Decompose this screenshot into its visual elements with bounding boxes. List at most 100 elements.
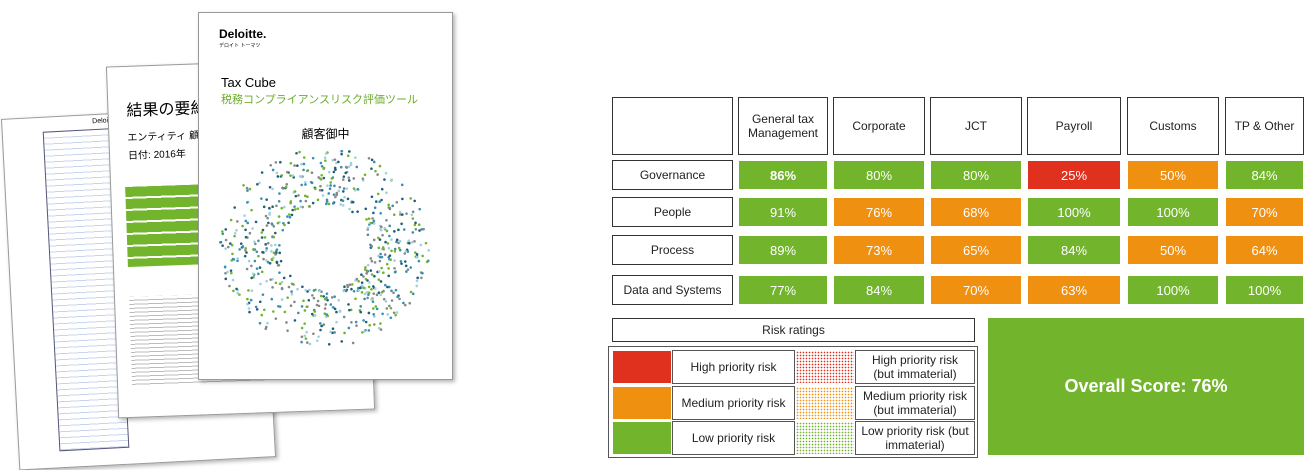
dot	[379, 212, 383, 215]
dot	[290, 292, 294, 296]
dot	[224, 271, 227, 275]
dot	[378, 238, 382, 241]
dot	[373, 274, 376, 278]
dot	[367, 329, 371, 332]
dot	[312, 289, 316, 292]
dot	[269, 278, 272, 281]
dot	[250, 264, 253, 268]
dot	[272, 225, 276, 228]
dot	[360, 273, 363, 276]
dot	[384, 240, 387, 244]
dot	[356, 210, 359, 213]
dot	[258, 181, 261, 185]
dot	[319, 328, 322, 332]
dot	[268, 261, 272, 265]
column-header: Customs	[1127, 97, 1219, 155]
dot	[341, 178, 345, 181]
dot	[357, 289, 360, 292]
dot	[360, 281, 364, 284]
column-header: General tax Management	[738, 97, 828, 155]
dot	[311, 156, 315, 160]
dot	[308, 288, 311, 292]
dot	[250, 276, 253, 280]
dot	[297, 311, 300, 315]
dot	[405, 212, 408, 215]
dot	[302, 162, 306, 166]
dot	[398, 210, 402, 214]
dot	[239, 242, 243, 245]
dot	[235, 287, 238, 291]
dot	[262, 205, 266, 209]
dot	[271, 187, 274, 191]
dot	[224, 228, 228, 231]
dot	[329, 330, 332, 334]
dot	[271, 205, 274, 209]
dot	[418, 229, 421, 232]
dot	[228, 284, 231, 288]
dot	[318, 289, 322, 293]
dot	[408, 241, 411, 245]
dot	[376, 173, 379, 176]
dot	[331, 158, 335, 162]
dot	[377, 278, 381, 281]
dot	[409, 290, 413, 294]
dot	[398, 297, 401, 301]
dot	[327, 170, 331, 174]
score-cell: 70%	[930, 275, 1022, 305]
dot	[304, 181, 307, 184]
dot	[312, 332, 315, 336]
dot	[346, 197, 350, 201]
dot	[323, 312, 327, 315]
dot	[302, 168, 305, 172]
score-cell: 73%	[833, 235, 925, 265]
dot	[319, 294, 323, 298]
dot	[302, 299, 305, 303]
dot	[322, 166, 326, 170]
score-cell: 100%	[1127, 275, 1219, 305]
dot	[421, 271, 424, 275]
dot	[400, 222, 403, 226]
doc-title: 結果の要約	[126, 100, 207, 120]
dot	[404, 250, 408, 253]
dot	[316, 299, 320, 303]
dot	[265, 247, 268, 250]
dot	[372, 219, 376, 223]
dot	[371, 307, 375, 310]
dot	[274, 281, 278, 285]
dot	[331, 331, 334, 335]
dot	[363, 173, 367, 177]
dot	[380, 198, 383, 202]
dot	[238, 248, 241, 251]
dot	[394, 288, 398, 292]
dot	[257, 254, 260, 258]
row-label: Process	[612, 235, 733, 265]
dot	[380, 266, 383, 270]
dot	[376, 192, 380, 196]
dot	[347, 176, 351, 179]
dot	[253, 259, 257, 263]
dot	[266, 241, 270, 245]
dot	[373, 261, 377, 264]
dot	[228, 242, 232, 245]
dot	[265, 224, 269, 227]
dot	[277, 263, 281, 267]
dot	[235, 229, 238, 232]
score-cell: 65%	[930, 235, 1022, 265]
dot	[250, 289, 254, 293]
dot	[420, 276, 423, 280]
dot	[281, 187, 285, 190]
dot	[280, 280, 284, 284]
dot	[342, 175, 346, 178]
dot	[400, 213, 404, 216]
dot	[395, 200, 399, 204]
dot	[296, 207, 300, 210]
dot	[261, 250, 264, 254]
dot	[266, 260, 270, 264]
dot	[381, 233, 384, 237]
dot	[267, 221, 270, 225]
dot	[393, 247, 397, 251]
score-cell: 50%	[1127, 160, 1219, 190]
dot	[385, 191, 388, 195]
dot	[427, 249, 430, 252]
dot	[342, 187, 346, 190]
